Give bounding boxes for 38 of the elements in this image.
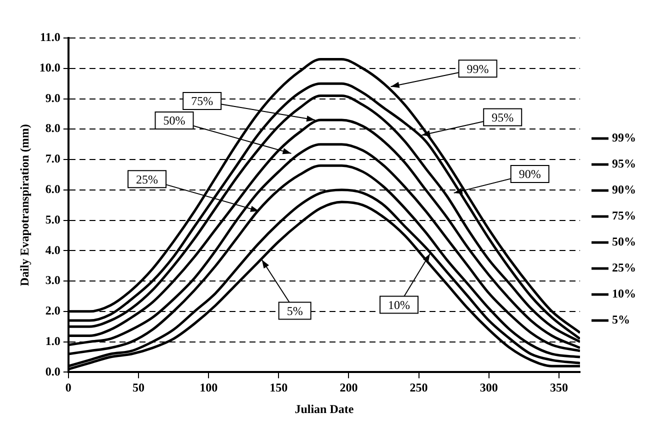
annotation: 10% bbox=[388, 298, 410, 312]
y-tick-label: 1.0 bbox=[45, 334, 60, 348]
x-tick-label: 100 bbox=[200, 380, 218, 394]
y-tick-label: 0.0 bbox=[45, 364, 60, 378]
y-tick-label: 7.0 bbox=[45, 152, 60, 166]
y-tick-label: 6.0 bbox=[45, 182, 60, 196]
legend-label: 99% bbox=[612, 130, 636, 145]
legend-label: 50% bbox=[612, 234, 636, 249]
y-tick-label: 8.0 bbox=[45, 121, 60, 136]
annotation: 99% bbox=[466, 62, 489, 76]
annotation: 5% bbox=[286, 304, 303, 318]
x-tick-label: 150 bbox=[270, 380, 288, 394]
x-tick-label: 250 bbox=[410, 380, 428, 394]
legend-label: 5% bbox=[612, 312, 630, 327]
x-axis-title: Julian Date bbox=[294, 402, 354, 416]
annotation: 75% bbox=[191, 94, 214, 108]
legend-label: 90% bbox=[612, 182, 636, 197]
annotation: 95% bbox=[492, 110, 514, 124]
legend-label: 75% bbox=[612, 208, 636, 223]
y-tick-label: 2.0 bbox=[45, 304, 60, 318]
x-tick-label: 200 bbox=[340, 380, 358, 394]
y-tick-label: 4.0 bbox=[45, 242, 60, 257]
y-tick-label: 11.0 bbox=[40, 30, 60, 44]
x-tick-label: 0 bbox=[65, 380, 72, 394]
annotation: 25% bbox=[136, 172, 158, 186]
y-tick-label: 10.0 bbox=[39, 60, 60, 74]
x-tick-label: 300 bbox=[480, 380, 498, 394]
y-axis-title: Daily Evapotranspiration (mm) bbox=[17, 124, 32, 286]
legend-label: 10% bbox=[612, 286, 636, 301]
annotation: 90% bbox=[518, 167, 541, 182]
annotation: 50% bbox=[163, 114, 186, 128]
y-tick-label: 3.0 bbox=[45, 273, 60, 288]
x-tick-label: 350 bbox=[550, 380, 568, 394]
y-tick-label: 9.0 bbox=[45, 90, 60, 105]
x-tick-label: 50 bbox=[132, 380, 144, 394]
y-tick-label: 5.0 bbox=[45, 212, 60, 226]
legend-label: 95% bbox=[612, 156, 636, 171]
legend-label: 25% bbox=[612, 260, 636, 275]
